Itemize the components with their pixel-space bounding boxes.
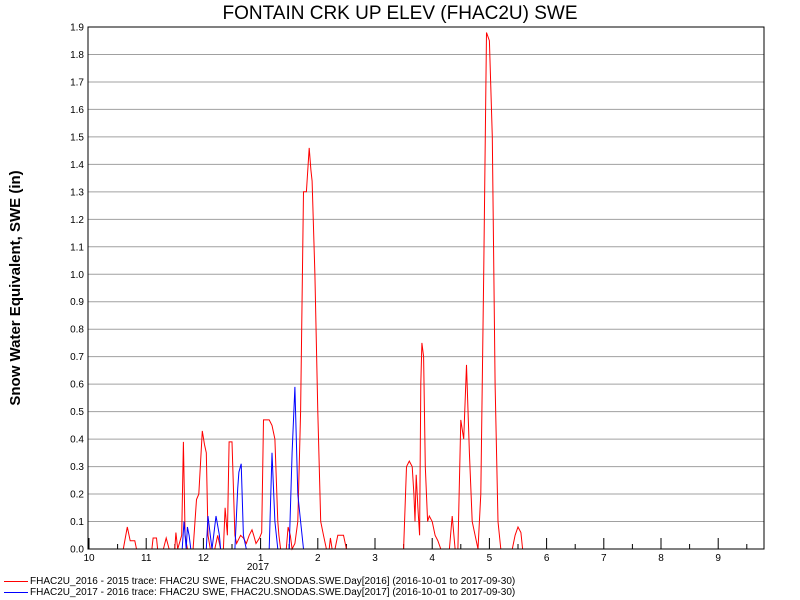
y-axis-label: Snow Water Equivalent, SWE (in) — [7, 170, 24, 405]
series-line-1 — [181, 386, 304, 550]
y-tick-label: 1.3 — [70, 187, 84, 198]
legend-item-2017: FHAC2U_2017 - 2016 trace: FHAC2U SWE, FH… — [4, 587, 515, 598]
y-tick-label: 1.8 — [70, 50, 84, 61]
x-tick-label: 1 — [258, 553, 264, 564]
y-tick-label: 0.3 — [70, 462, 84, 473]
x-tick-label: 2 — [315, 553, 321, 564]
y-tick-label: 0.6 — [70, 380, 84, 391]
series-line-0 — [122, 32, 524, 551]
legend-label: FHAC2U_2017 - 2016 trace: FHAC2U SWE, FH… — [30, 587, 516, 598]
x-tick-label: 8 — [658, 553, 664, 564]
x-tick-label: 6 — [544, 553, 550, 564]
y-tick-label: 1.4 — [70, 160, 84, 171]
y-tick-label: 1.9 — [70, 23, 84, 34]
y-tick-label: 0.5 — [70, 407, 84, 418]
x-tick-label: 10 — [83, 553, 95, 564]
plot-frame — [87, 26, 765, 550]
y-tick-label: 0.1 — [70, 517, 84, 528]
year-label: 2017 — [247, 562, 270, 573]
x-tick-label: 7 — [601, 553, 607, 564]
legend-swatch-red — [4, 580, 28, 582]
y-tick-label: 1.7 — [70, 77, 84, 88]
x-tick-label: 5 — [487, 553, 493, 564]
y-tick-label: 1.1 — [70, 242, 84, 253]
legend-swatch-blue — [4, 591, 28, 593]
x-tick-label: 9 — [715, 553, 721, 564]
y-tick-label: 1.6 — [70, 105, 84, 116]
y-tick-label: 1.0 — [70, 270, 84, 281]
y-tick-label: 0.9 — [70, 297, 84, 308]
x-tick-label: 12 — [198, 553, 210, 564]
legend-item-2016: FHAC2U_2016 - 2015 trace: FHAC2U SWE, FH… — [4, 576, 515, 587]
legend-label: FHAC2U_2016 - 2015 trace: FHAC2U SWE, FH… — [30, 576, 516, 587]
x-tick-label: 4 — [429, 553, 435, 564]
chart-title: FONTAIN CRK UP ELEV (FHAC2U) SWE — [222, 3, 578, 24]
y-tick-label: 0.2 — [70, 490, 84, 501]
y-tick-label: 0.8 — [70, 325, 84, 336]
y-tick-label: 0.4 — [70, 435, 84, 446]
y-axis: 0.0 0.1 0.2 0.3 0.4 0.5 0.6 0.7 0.8 0.9 1.0 1.1 1.2 1… — [70, 23, 84, 556]
y-tick-label: 1.5 — [70, 132, 84, 143]
x-tick-label: 3 — [372, 553, 378, 564]
series-layer — [122, 32, 524, 551]
grid-layer — [88, 26, 764, 523]
x-tick-label: 11 — [141, 553, 152, 564]
y-tick-label: 0.0 — [70, 545, 84, 556]
y-tick-label: 1.2 — [70, 215, 84, 226]
y-tick-label: 0.7 — [70, 352, 84, 363]
